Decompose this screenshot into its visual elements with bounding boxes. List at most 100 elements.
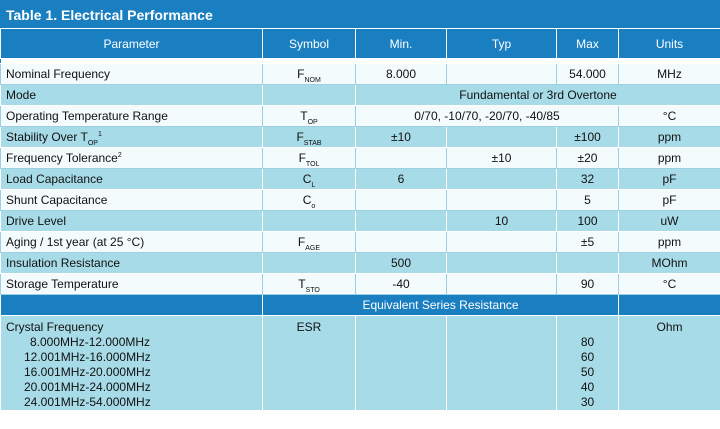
param-cell: Shunt Capacitance [0,189,263,211]
electrical-performance-table: Parameter Symbol Min. Typ Max Units Nomi… [0,28,720,411]
units-cell: MHz [618,63,720,85]
symbol-sub: OP [307,119,318,126]
max-cell: 5 [556,189,619,211]
symbol-sub: L [311,182,316,189]
typ-cell [446,168,557,190]
section-blank [618,294,720,316]
header-symbol: Symbol [262,28,356,59]
header-max: Max [556,28,619,59]
max-cell: 54.000 [556,63,619,85]
esr-value: 40 [580,380,595,394]
symbol-sub: STO [305,287,320,294]
table-row: Insulation Resistance 500 MOhm [0,252,720,274]
esr-value: 50 [580,365,595,379]
esr-section-header: Equivalent Series Resistance [0,294,720,316]
section-blank [0,294,263,316]
table-row: Nominal Frequency FNOM 8.000 54.000 MHz [0,63,720,85]
header-row: Parameter Symbol Min. Typ Max Units [0,28,720,59]
esr-symbol-cell: ESR [262,315,356,411]
symbol-main: F [297,235,306,249]
max-cell: 90 [556,273,619,295]
units-cell: °C [618,105,720,127]
max-cell: 100 [556,210,619,232]
esr-section-title: Equivalent Series Resistance [262,294,619,316]
param-cell: Storage Temperature [0,273,263,295]
span-value-cell: Fundamental or 3rd Overtone [355,84,720,106]
min-cell [355,231,447,253]
param-cell: Insulation Resistance [0,252,263,274]
typ-cell: 10 [446,210,557,232]
symbol-cell: TOP [262,105,356,127]
table-row: Frequency Tolerance2 FTOL ±10 ±20 ppm [0,147,720,169]
typ-cell [446,273,557,295]
symbol-cell: Co [262,189,356,211]
min-cell: 8.000 [355,63,447,85]
symbol-main: F [298,151,306,165]
typ-cell: ±10 [446,147,557,169]
units-cell: ppm [618,147,720,169]
max-cell: ±5 [556,231,619,253]
min-cell [355,147,447,169]
typ-cell [446,252,557,274]
table-row: Shunt Capacitance Co 5 pF [0,189,720,211]
min-cell: 500 [355,252,447,274]
param-cell: Operating Temperature Range [0,105,263,127]
symbol-cell: FTOL [262,147,356,169]
units-cell: ppm [618,126,720,148]
max-cell: 32 [556,168,619,190]
symbol-cell [262,210,356,232]
esr-min-cell [355,315,447,411]
table-row: Stability Over TOP 1 FSTAB ±10 ±100 ppm [0,126,720,148]
table-row: Drive Level 10 100 uW [0,210,720,232]
typ-cell [446,63,557,85]
units-cell: ppm [618,231,720,253]
max-cell [556,252,619,274]
esr-max-cell: 80 60 50 40 30 [556,315,619,411]
span-value-cell: 0/70, -10/70, -20/70, -40/85 [355,105,619,127]
footnote-ref: 2 [117,152,122,159]
symbol-cell: FNOM [262,63,356,85]
param-cell: Drive Level [0,210,263,232]
symbol-cell: FSTAB [262,126,356,148]
units-cell: °C [618,273,720,295]
param-cell: Nominal Frequency [0,63,263,85]
units-cell: uW [618,210,720,232]
param-sub: OP [87,140,98,147]
symbol-cell [262,252,356,274]
table-row: Aging / 1st year (at 25 °C) FAGE ±5 ppm [0,231,720,253]
symbol-sub: STAB [303,140,322,147]
esr-value: 80 [580,335,595,349]
header-typ: Typ [446,28,557,59]
min-cell: 6 [355,168,447,190]
symbol-sub: o [311,203,316,210]
table-row: Load Capacitance CL 6 32 pF [0,168,720,190]
symbol-sub: TOL [305,161,320,168]
max-cell: ±20 [556,147,619,169]
symbol-cell: CL [262,168,356,190]
table-row: Operating Temperature Range TOP 0/70, -1… [0,105,720,127]
max-cell: ±100 [556,126,619,148]
symbol-cell: FAGE [262,231,356,253]
esr-range: 8.000MHz-12.000MHz [30,335,151,349]
param-cell: Aging / 1st year (at 25 °C) [0,231,263,253]
param-cell: Mode [0,84,263,106]
min-cell: -40 [355,273,447,295]
esr-row: Crystal Frequency 8.000MHz-12.000MHz 12.… [0,315,720,411]
min-cell [355,210,447,232]
param-text: Stability Over T [6,130,88,144]
symbol-cell: TSTO [262,273,356,295]
esr-units-cell: Ohm [618,315,720,411]
esr-range: 20.001MHz-24.000MHz [24,380,151,394]
symbol-sub: AGE [305,245,321,252]
typ-cell [446,231,557,253]
header-units: Units [618,28,720,59]
units-cell: pF [618,189,720,211]
symbol-main: T [298,277,306,291]
symbol-main: C [302,172,312,186]
footnote-ref: 1 [97,131,102,138]
esr-range: 16.001MHz-20.000MHz [24,365,151,379]
table-row: Storage Temperature TSTO -40 90 °C [0,273,720,295]
esr-param-label: Crystal Frequency [6,320,104,334]
esr-range: 12.001MHz-16.000MHz [24,350,151,364]
header-min: Min. [355,28,447,59]
